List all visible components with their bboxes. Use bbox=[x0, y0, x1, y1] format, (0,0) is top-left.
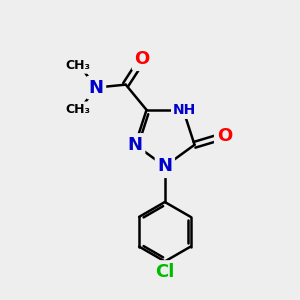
Text: O: O bbox=[134, 50, 150, 68]
Text: CH₃: CH₃ bbox=[66, 59, 91, 72]
Text: N: N bbox=[158, 157, 172, 175]
Text: Cl: Cl bbox=[155, 263, 175, 281]
Text: N: N bbox=[128, 136, 143, 154]
Text: O: O bbox=[217, 127, 232, 145]
Text: NH: NH bbox=[173, 103, 196, 117]
Text: CH₃: CH₃ bbox=[66, 103, 91, 116]
Text: N: N bbox=[88, 79, 104, 97]
